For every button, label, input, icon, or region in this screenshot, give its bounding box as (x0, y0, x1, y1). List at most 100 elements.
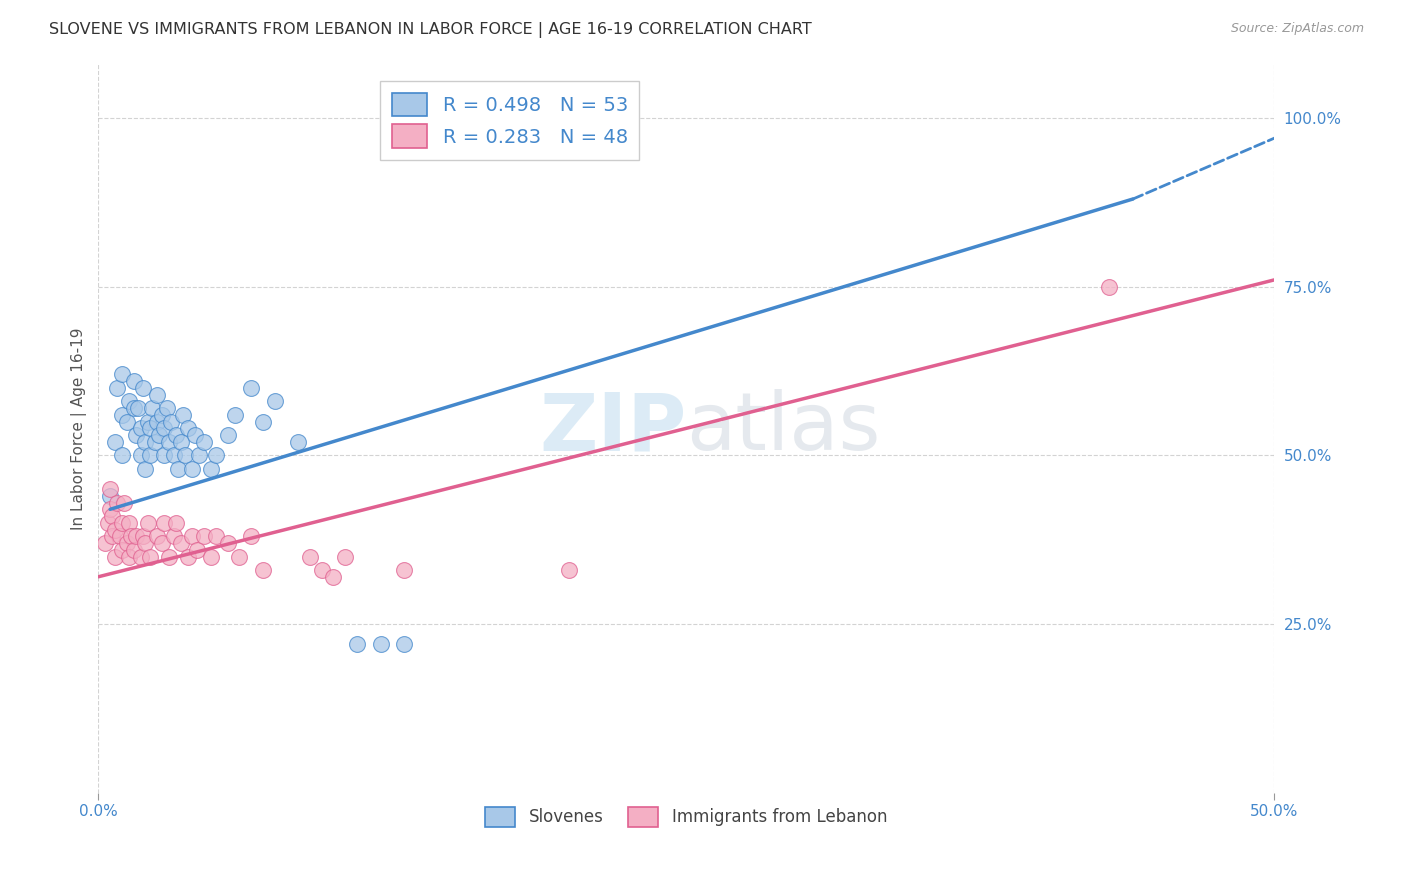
Point (108, 529, 131, 543)
Point (165, 516, 187, 530)
Point (139, 549, 162, 564)
Point (112, 495, 135, 509)
Point (98, 489, 121, 503)
Point (141, 401, 163, 416)
Text: SLOVENE VS IMMIGRANTS FROM LEBANON IN LABOR FORCE | AGE 16-19 CORRELATION CHART: SLOVENE VS IMMIGRANTS FROM LEBANON IN LA… (49, 22, 811, 38)
Point (143, 434, 166, 449)
Point (104, 523, 127, 537)
Point (150, 408, 173, 422)
Point (129, 448, 152, 462)
Point (129, 421, 152, 435)
Point (181, 529, 204, 543)
Point (240, 381, 263, 395)
Point (98, 482, 121, 496)
Point (115, 415, 138, 429)
Point (134, 536, 156, 550)
Point (224, 408, 246, 422)
Point (392, 563, 415, 577)
Point (193, 434, 215, 449)
Point (177, 421, 200, 435)
Point (335, 549, 357, 564)
Point (146, 415, 169, 429)
Point (104, 434, 127, 449)
Point (125, 529, 148, 543)
Point (193, 529, 215, 543)
Point (148, 428, 170, 442)
Point (392, 637, 415, 651)
Point (287, 434, 309, 449)
Text: ZIP: ZIP (538, 389, 686, 467)
Point (139, 448, 162, 462)
Point (186, 542, 208, 557)
Point (111, 368, 134, 382)
Point (129, 549, 152, 564)
Point (298, 549, 321, 564)
Point (162, 529, 184, 543)
Point (252, 415, 274, 429)
Point (155, 401, 177, 416)
Point (118, 549, 141, 564)
Point (160, 415, 183, 429)
Point (127, 401, 149, 416)
Point (153, 421, 176, 435)
Point (157, 549, 180, 564)
Point (153, 516, 176, 530)
Point (125, 428, 148, 442)
Point (111, 516, 134, 530)
Point (136, 516, 159, 530)
Point (188, 448, 211, 462)
Point (217, 428, 239, 442)
Point (111, 542, 134, 557)
Point (165, 428, 187, 442)
Point (346, 637, 368, 651)
Point (200, 549, 222, 564)
Point (252, 563, 274, 577)
Point (184, 428, 207, 442)
Point (200, 462, 222, 476)
Point (157, 434, 180, 449)
Point (146, 529, 169, 543)
Point (311, 563, 333, 577)
Point (134, 462, 156, 476)
Point (150, 536, 173, 550)
Point (132, 381, 155, 395)
Point (118, 394, 141, 409)
Point (132, 529, 155, 543)
Point (228, 549, 250, 564)
Point (98, 502, 121, 516)
Point (1098, 279, 1121, 293)
Point (134, 434, 156, 449)
Point (115, 536, 138, 550)
Point (240, 529, 263, 543)
Point (122, 401, 145, 416)
Point (101, 529, 124, 543)
Point (167, 462, 190, 476)
Point (111, 408, 134, 422)
Point (174, 448, 197, 462)
Text: Source: ZipAtlas.com: Source: ZipAtlas.com (1230, 22, 1364, 36)
Point (263, 394, 285, 409)
Point (122, 542, 145, 557)
Point (217, 536, 239, 550)
Point (101, 509, 124, 524)
Y-axis label: In Labor Force | Age 16-19: In Labor Force | Age 16-19 (72, 327, 87, 530)
Point (122, 374, 145, 388)
Point (118, 516, 141, 530)
Point (177, 549, 200, 564)
Point (97, 516, 120, 530)
Point (169, 434, 191, 449)
Point (205, 529, 228, 543)
Point (146, 387, 169, 401)
Point (94, 536, 117, 550)
Point (322, 570, 344, 584)
Point (557, 563, 579, 577)
Point (120, 529, 142, 543)
Point (205, 448, 228, 462)
Point (105, 381, 128, 395)
Point (136, 415, 159, 429)
Legend: Slovenes, Immigrants from Lebanon: Slovenes, Immigrants from Lebanon (477, 798, 896, 835)
Point (172, 408, 194, 422)
Point (153, 448, 176, 462)
Text: atlas: atlas (686, 389, 880, 467)
Point (169, 536, 191, 550)
